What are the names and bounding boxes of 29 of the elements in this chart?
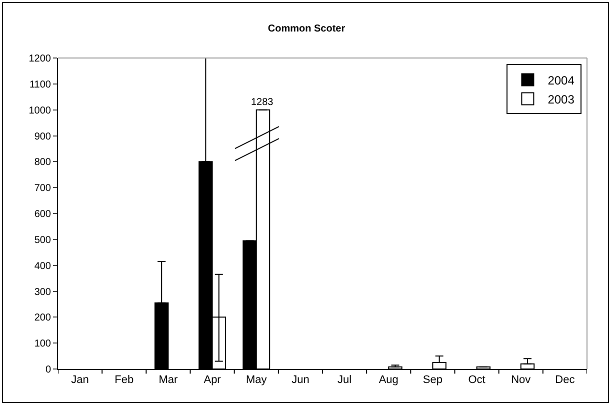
x-tick-label: Nov <box>511 374 532 386</box>
y-tick-label: 1100 <box>29 79 52 90</box>
x-tick-label: Jun <box>292 374 310 386</box>
y-tick-label: 800 <box>34 157 52 168</box>
x-tick-label: Feb <box>114 374 134 386</box>
x-tick-label: Sep <box>422 374 442 386</box>
legend-label: 2003 <box>548 92 575 106</box>
y-tick-label: 1200 <box>28 54 52 64</box>
x-tick-label: Apr <box>204 374 222 386</box>
x-tick-label: May <box>246 374 268 386</box>
y-tick-label: 500 <box>34 234 52 246</box>
y-tick-label: 600 <box>34 209 52 220</box>
y-tick-label: 200 <box>34 312 52 324</box>
y-tick-label: 900 <box>34 131 52 142</box>
x-tick-label: Jan <box>71 374 89 386</box>
x-tick-label: Dec <box>555 374 576 386</box>
annotation: 1283 <box>251 97 274 108</box>
y-tick-label: 100 <box>34 338 52 350</box>
chart-title: Common Scoter <box>268 23 346 34</box>
y-tick-label: 400 <box>34 260 52 272</box>
x-tick-label: Mar <box>158 374 178 386</box>
x-tick-label: Jul <box>338 374 352 386</box>
legend-label: 2004 <box>548 73 575 88</box>
x-tick-label: Aug <box>378 374 398 386</box>
x-tick-label: Oct <box>468 374 486 386</box>
y-tick-label: 700 <box>34 183 52 194</box>
y-tick-label: 0 <box>45 364 52 376</box>
y-tick-label: 300 <box>34 286 52 298</box>
y-tick-label: 1000 <box>28 105 52 116</box>
